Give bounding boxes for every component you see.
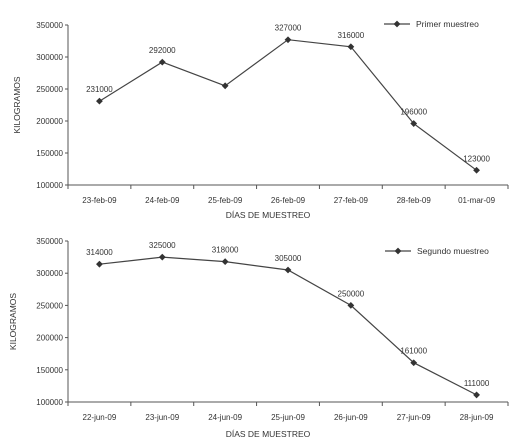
x-tick-label: 24-feb-09 <box>145 196 180 205</box>
legend-label: Segundo muestreo <box>417 246 489 256</box>
y-tick-label: 200000 <box>36 117 63 126</box>
x-axis-title: DÍAS DE MUESTREO <box>226 429 311 439</box>
y-tick-label: 150000 <box>36 149 63 158</box>
data-point-marker <box>410 359 418 367</box>
data-point-marker <box>473 166 480 174</box>
data-point-marker <box>158 58 166 66</box>
data-point-marker <box>284 36 292 44</box>
data-label: 161000 <box>400 347 427 356</box>
data-point-marker <box>221 82 229 90</box>
x-tick-label: 23-jun-09 <box>145 413 179 422</box>
data-point-marker <box>96 260 103 268</box>
data-point-marker <box>284 266 292 274</box>
chart-1: 100000 150000 200000 250000 300000 350000 23-f… <box>12 19 509 220</box>
data-point-marker <box>158 253 166 261</box>
y-tick-label: 300000 <box>36 53 63 62</box>
x-tick-label: 25-feb-09 <box>208 196 243 205</box>
data-point-marker <box>347 43 355 51</box>
series-line <box>99 256 477 396</box>
x-axis-title: DÍAS DE MUESTREO <box>226 210 311 220</box>
x-tick-label: 27-jun-09 <box>397 413 431 422</box>
y-tick-label: 300000 <box>36 269 63 278</box>
y-tick-label: 100000 <box>36 398 63 407</box>
data-point-marker <box>410 120 418 127</box>
y-tick-label: 250000 <box>36 301 63 310</box>
legend: Segundo muestreo <box>385 246 489 256</box>
data-label: 318000 <box>212 246 239 255</box>
y-tick-label: 200000 <box>36 334 63 343</box>
legend-marker <box>394 247 402 255</box>
chart-2: 100000 150000 200000 250000 300000 350000 22-j… <box>8 237 509 439</box>
x-tick-label: 26-feb-09 <box>271 196 306 205</box>
data-point-marker <box>473 391 480 399</box>
data-label: 111000 <box>464 379 490 388</box>
y-tick-label: 100000 <box>36 181 63 190</box>
data-label: 327000 <box>275 24 302 33</box>
legend-marker <box>393 20 401 28</box>
data-label: 314000 <box>86 248 113 257</box>
data-label: 123000 <box>463 154 490 163</box>
x-tick-label: 26-jun-09 <box>334 413 368 422</box>
data-label: 305000 <box>275 254 302 263</box>
legend-label: Primer muestreo <box>416 19 479 29</box>
data-label: 325000 <box>149 241 176 250</box>
x-tick-label: 27-feb-09 <box>334 196 369 205</box>
y-tick-label: 250000 <box>36 85 63 94</box>
data-point-marker <box>221 258 229 266</box>
x-tick-label: 25-jun-09 <box>271 413 305 422</box>
x-tick-label: 28-jun-09 <box>460 413 494 422</box>
x-tick-label: 24-jun-09 <box>208 413 242 422</box>
x-tick-label: 23-feb-09 <box>82 196 117 205</box>
y-axis-title: KILOGRAMOS <box>8 293 18 350</box>
x-tick-label: 28-feb-09 <box>397 196 432 205</box>
y-tick-label: 350000 <box>36 237 63 246</box>
data-label: 250000 <box>338 289 365 298</box>
data-label: 292000 <box>149 46 176 55</box>
data-point-marker <box>96 97 103 105</box>
y-tick-label: 150000 <box>36 366 63 375</box>
legend: Primer muestreo <box>384 19 479 29</box>
x-tick-label: 01-mar-09 <box>458 196 495 205</box>
data-label: 196000 <box>400 108 427 117</box>
y-tick-label: 350000 <box>36 21 63 30</box>
y-axis-title: KILOGRAMOS <box>12 76 22 133</box>
x-tick-label: 22-jun-09 <box>83 413 117 422</box>
data-label: 316000 <box>338 31 365 40</box>
data-point-marker <box>347 302 355 309</box>
series-line <box>99 39 477 171</box>
data-label: 231000 <box>86 85 113 94</box>
